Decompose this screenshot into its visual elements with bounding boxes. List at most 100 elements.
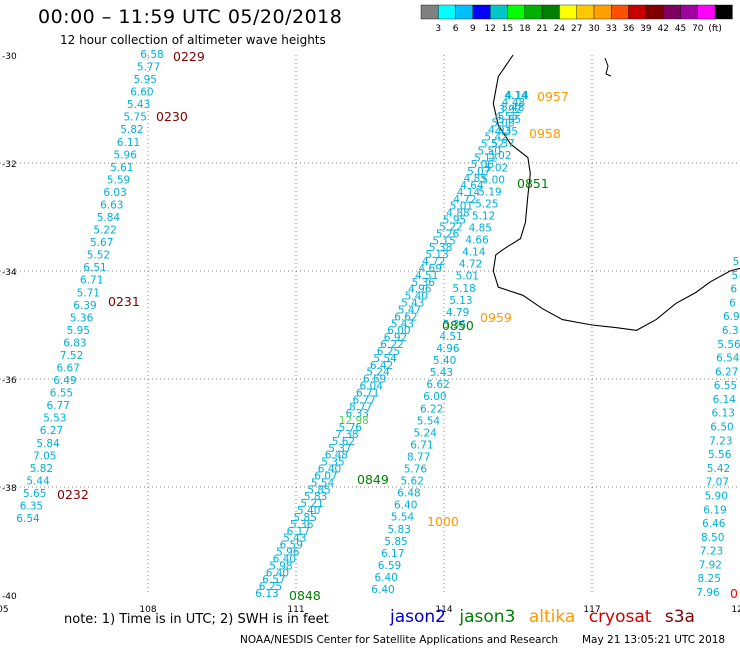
track-b-value: 4.14 xyxy=(505,90,529,102)
track-c-value: 6.40 xyxy=(375,572,398,584)
colorbar-tick-label: 9 xyxy=(470,24,476,34)
colorbar-tick-label: 27 xyxy=(571,24,582,34)
legend-jason3: jason3 xyxy=(459,607,516,627)
track-d-value: 8.25 xyxy=(698,573,721,585)
latitude-label: -36 xyxy=(2,376,17,386)
track-c-value: 6.59 xyxy=(378,560,401,572)
track-b-value: 6.00 xyxy=(387,325,410,337)
pass-time-label: 0848 xyxy=(289,588,321,603)
satellite-legend: jason2 jason3 altika cryosat s3a xyxy=(390,607,703,627)
track-b-value: 6.42 xyxy=(370,360,393,372)
track-c-value: 5.62 xyxy=(401,476,424,488)
track-b-value: 5.26 xyxy=(436,228,460,240)
track-b-value: 5.38 xyxy=(429,242,452,254)
track-b-value: 5.85 xyxy=(307,484,330,496)
track-a-value: 5.95 xyxy=(67,325,90,337)
page-subtitle: 12 hour collection of altimeter wave hei… xyxy=(60,33,326,47)
track-d-value: 6.9 xyxy=(723,311,740,323)
track-a-value: 6.58 xyxy=(140,49,163,61)
track-d-value: 8.50 xyxy=(701,532,724,544)
track-a-value: 5.82 xyxy=(30,463,53,475)
track-b-value: 6.25 xyxy=(259,581,282,593)
track-d-value: 6 xyxy=(730,284,737,296)
track-c-value: 4.96 xyxy=(436,343,460,355)
track-c-value: 5.48 xyxy=(501,102,524,114)
track-b-value: 5.43 xyxy=(401,298,424,310)
track-b-value: 6.69 xyxy=(363,374,386,386)
track-d-value: 6.3 xyxy=(722,325,739,337)
track-c-value: 5.13 xyxy=(449,295,472,307)
track-d-value: 6.13 xyxy=(712,408,735,420)
colorbar-tick-label: 21 xyxy=(536,24,547,34)
track-c-value: 5.18 xyxy=(452,283,475,295)
track-a-value: 6.54 xyxy=(16,513,40,525)
pass-time-label: 0959 xyxy=(480,310,512,325)
track-a-value: 5.52 xyxy=(87,250,110,262)
track-a-value: 6.77 xyxy=(47,400,70,412)
longitude-label: 117 xyxy=(583,605,600,615)
track-b-value: 6.33 xyxy=(346,408,369,420)
track-b-value: 4.51 xyxy=(415,270,438,282)
track-c-value: 8.77 xyxy=(407,452,430,464)
colorbar-tick-label: 24 xyxy=(554,24,566,34)
track-b-value: 4.64 xyxy=(460,180,484,192)
track-a-value: 6.51 xyxy=(83,262,106,274)
track-c-value: 4.66 xyxy=(465,235,489,247)
track-c-value: 6.48 xyxy=(397,488,420,500)
track-b-value: 6.13 xyxy=(255,588,278,600)
track-b-value: 5.36 xyxy=(412,277,436,289)
legend-s3a: s3a xyxy=(664,607,695,627)
track-b-value: 5.76 xyxy=(339,422,363,434)
track-d-value: 6.55 xyxy=(714,380,737,392)
track-b-value: 5.85 xyxy=(294,512,317,524)
colorbar-swatch xyxy=(714,4,733,20)
track-b-value: 6.22 xyxy=(380,339,403,351)
colorbar-tick-label: 39 xyxy=(640,24,652,34)
track-a-value: 5.96 xyxy=(114,149,138,161)
track-b-value: 5.62 xyxy=(332,436,355,448)
track-a-value: 5.44 xyxy=(26,475,50,487)
track-d-value: 6.46 xyxy=(702,518,726,530)
island-outline xyxy=(604,57,612,77)
track-d-value: 6.54 xyxy=(716,353,740,365)
track-d-value: 5.56 xyxy=(708,449,732,461)
track-b-value: 3.92 xyxy=(498,104,521,116)
track-d-value: 7.96 xyxy=(696,587,720,599)
track-c-value: 5.25 xyxy=(475,198,498,210)
colorbar-tick-label: 18 xyxy=(519,24,531,34)
latitude-label: -38 xyxy=(2,484,17,494)
track-b-value: 6.62 xyxy=(394,311,417,323)
track-c-value: 6.17 xyxy=(381,548,404,560)
track-b-value: 5.36 xyxy=(290,519,314,531)
track-a-value: 6.63 xyxy=(100,200,123,212)
track-c-value: 5.36 xyxy=(443,319,467,331)
track-b-value: 6.40 xyxy=(273,553,296,565)
track-b-value: 6.77 xyxy=(353,394,376,406)
track-d-value: 7.23 xyxy=(709,435,732,447)
pass-time-label: 0849 xyxy=(357,472,389,487)
track-c-value: 5.40 xyxy=(433,355,456,367)
legend-cryosat: cryosat xyxy=(588,607,652,627)
legend-altika: altika xyxy=(528,607,576,627)
track-c-value: 4.79 xyxy=(446,307,469,319)
track-b-value: 4.69 xyxy=(419,263,442,275)
track-a-value: 6.39 xyxy=(73,300,96,312)
australia-coastline xyxy=(492,54,740,331)
track-b-value: 8.77 xyxy=(349,401,372,413)
track-a-value: 5.59 xyxy=(107,174,130,186)
track-c-value: 5.76 xyxy=(404,464,428,476)
track-c-value: 5.37 xyxy=(491,138,514,150)
longitude-label: 108 xyxy=(139,605,156,615)
track-b-value: 5.12 xyxy=(474,152,497,164)
colorbar-tick-label: 45 xyxy=(675,24,686,34)
track-b-value: 6.59 xyxy=(280,540,303,552)
track-c-value: 4.14 xyxy=(462,247,486,259)
track-a-value: 5.65 xyxy=(23,488,46,500)
track-c-value: 5.43 xyxy=(430,367,453,379)
track-c-value: 4.14 xyxy=(504,90,528,102)
track-b-value: 6.17 xyxy=(287,526,310,538)
pass-time-label: 0957 xyxy=(537,89,569,104)
track-d-value: 6.14 xyxy=(713,394,737,406)
track-b-value: 5.96 xyxy=(276,547,300,559)
colorbar-tick-label: 42 xyxy=(657,24,668,34)
